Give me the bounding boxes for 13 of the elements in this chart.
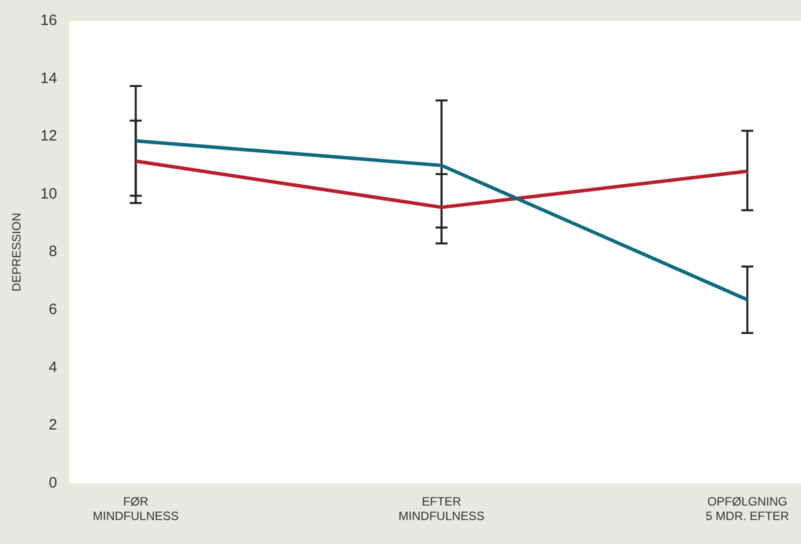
y-tick-label: 8 xyxy=(48,243,58,260)
y-tick-label: 2 xyxy=(48,416,58,434)
y-axis-title: DEPRESSION xyxy=(10,212,24,292)
y-tick-label: 10 xyxy=(40,185,58,202)
x-tick-label: FØR MINDFULNESS xyxy=(92,494,179,524)
x-tick-label: OPFØLGNING 5 MDR. EFTER xyxy=(706,494,790,524)
x-tick-label: EFTER MINDFULNESS xyxy=(398,494,485,524)
y-tick-label: 12 xyxy=(40,128,58,145)
y-tick-label: 4 xyxy=(48,358,58,376)
y-tick-label: 6 xyxy=(48,301,58,318)
y-tick-label: 0 xyxy=(48,474,58,492)
y-tick-label: 14 xyxy=(40,70,58,87)
y-tick-label: 16 xyxy=(40,12,58,30)
